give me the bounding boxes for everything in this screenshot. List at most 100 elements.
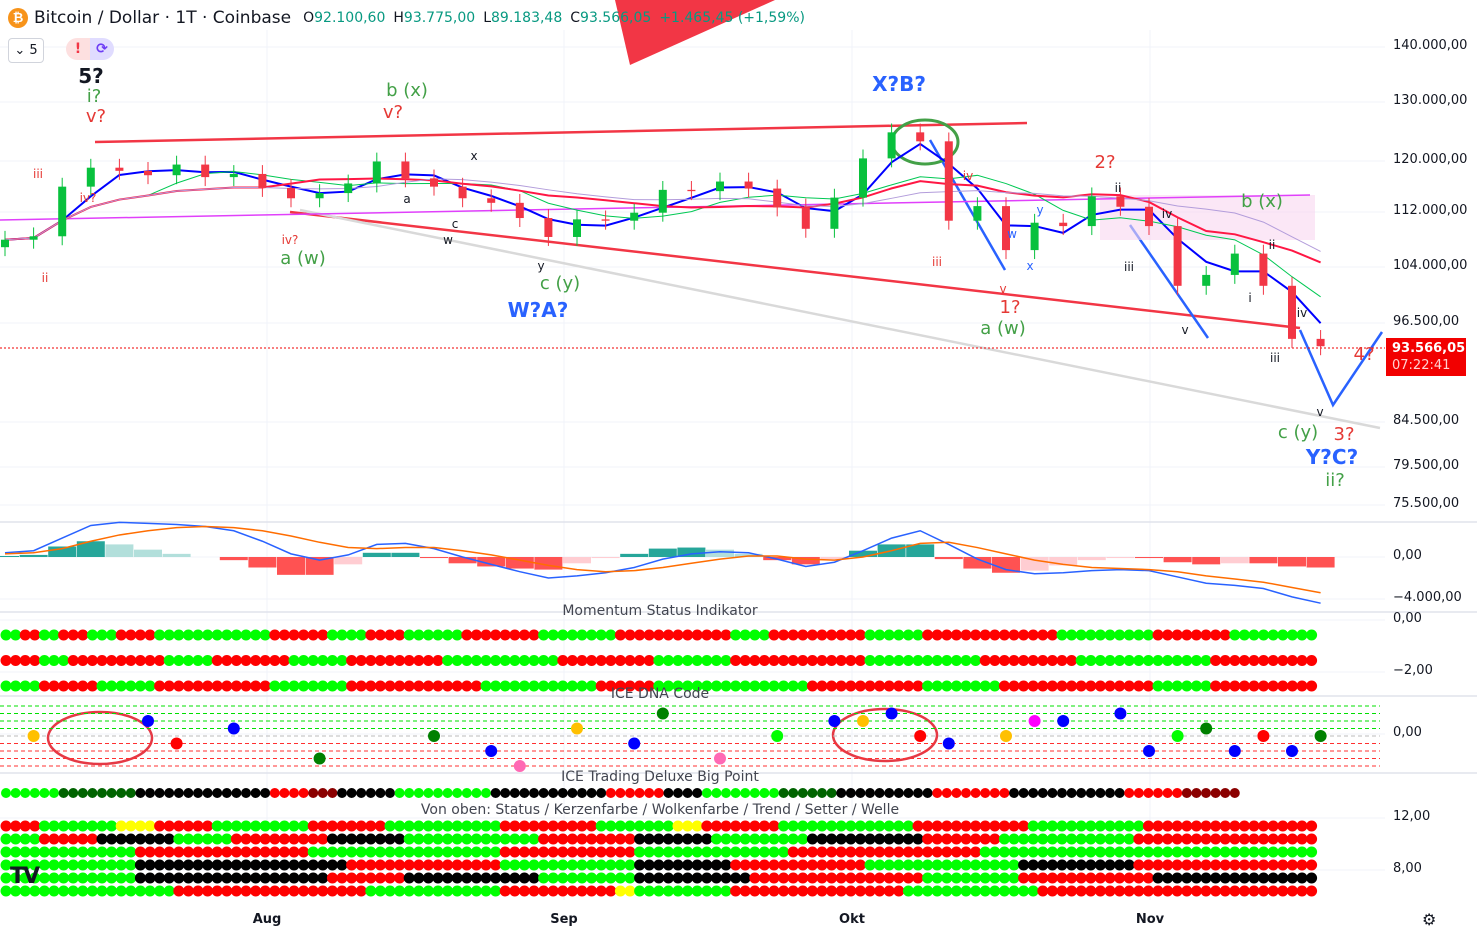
status-dot <box>826 833 838 845</box>
status-dot <box>499 872 511 884</box>
status-dot <box>701 872 713 884</box>
status-dot <box>1027 833 1039 845</box>
status-dot <box>48 846 60 858</box>
status-dot <box>902 846 914 858</box>
status-dot <box>624 859 636 871</box>
status-dot <box>192 872 204 884</box>
gear-icon[interactable]: ⚙ <box>1422 910 1437 929</box>
candle <box>1145 206 1153 227</box>
status-dot <box>48 885 60 897</box>
status-dot <box>1114 846 1126 858</box>
status-dot <box>106 820 118 832</box>
status-dot <box>538 820 550 832</box>
collapse-indicators-button[interactable]: ⌄ 5 <box>8 38 44 63</box>
status-dot <box>278 872 290 884</box>
candle <box>172 164 181 176</box>
momentum-dot <box>691 680 703 692</box>
bigpoint-dot <box>903 788 914 798</box>
status-dot <box>883 833 895 845</box>
status-dot <box>154 833 166 845</box>
dna-dot <box>485 745 498 757</box>
symbol-header[interactable]: ₿ Bitcoin / Dollar · 1T · Coinbase O92.1… <box>8 8 805 28</box>
status-dot <box>806 872 818 884</box>
status-dot <box>307 820 319 832</box>
status-dot <box>461 833 473 845</box>
status-dot <box>1229 859 1241 871</box>
macd-histogram-bar <box>448 557 477 564</box>
momentum-dot <box>384 629 396 641</box>
momentum-dot <box>797 655 809 666</box>
momentum-dot <box>1008 629 1020 641</box>
status-dot <box>979 859 991 871</box>
status-dot <box>730 885 742 897</box>
status-dot <box>1200 820 1212 832</box>
bigpoint-dot <box>874 788 885 798</box>
status-dot <box>490 846 502 858</box>
momentum-dot <box>557 680 569 692</box>
status-dot <box>662 846 674 858</box>
status-dot <box>1171 872 1183 884</box>
wave-label: iii <box>1269 351 1281 365</box>
status-dot <box>1190 846 1202 858</box>
status-dot <box>384 846 396 858</box>
status-dot <box>221 859 233 871</box>
status-dot <box>970 820 982 832</box>
wave-label: i? <box>86 86 102 107</box>
momentum-dot <box>989 655 1001 666</box>
bigpoint-dot <box>845 788 856 798</box>
status-dot <box>979 820 991 832</box>
status-dot <box>701 885 713 897</box>
momentum-dot <box>461 629 473 641</box>
status-dot <box>394 872 406 884</box>
bigpoint-dot <box>509 788 520 798</box>
momentum-dot <box>1277 629 1289 641</box>
candle <box>859 158 867 198</box>
status-dot <box>470 885 482 897</box>
status-dot <box>1306 885 1318 897</box>
status-dot <box>163 820 175 832</box>
status-dot <box>346 885 358 897</box>
macd-histogram-bar <box>76 541 105 557</box>
dna-dot <box>1286 745 1298 757</box>
status-dot <box>931 846 943 858</box>
tradingview-logo[interactable]: TV <box>10 864 40 889</box>
momentum-dot <box>0 680 12 692</box>
status-dot <box>874 885 886 897</box>
status-dot <box>758 820 770 832</box>
status-dot <box>96 833 108 845</box>
status-dot <box>125 820 137 832</box>
status-dot <box>29 846 41 858</box>
status-dot <box>1008 859 1020 871</box>
sync-icon[interactable]: ⟳ <box>90 38 114 60</box>
status-dot <box>1286 833 1298 845</box>
momentum-dot <box>221 629 233 641</box>
status-dot <box>950 833 962 845</box>
status-dot <box>480 846 492 858</box>
momentum-dot <box>432 655 444 666</box>
status-dot <box>1075 820 1087 832</box>
status-dot <box>826 846 838 858</box>
macd-histogram-bar <box>677 547 706 557</box>
status-dot <box>1190 859 1202 871</box>
status-dot <box>701 859 713 871</box>
momentum-dot <box>250 655 262 666</box>
momentum-dot <box>58 680 70 692</box>
momentum-dot <box>1171 655 1183 666</box>
bigpoint-dot <box>106 788 117 798</box>
momentum-dot <box>480 655 492 666</box>
momentum-dot <box>662 680 674 692</box>
macd-axis-label: 0,00 <box>1393 548 1422 563</box>
momentum-dot <box>912 629 924 641</box>
high-value: 93.775,00 <box>403 10 476 26</box>
status-dot <box>1258 820 1270 832</box>
alert-icon[interactable]: ! <box>66 38 90 60</box>
status-dot <box>154 885 166 897</box>
macd-histogram-bar <box>1077 557 1106 561</box>
status-dot <box>1210 859 1222 871</box>
status-dot <box>557 846 569 858</box>
momentum-dot <box>586 629 598 641</box>
status-dot <box>346 846 358 858</box>
status-dot <box>845 833 857 845</box>
status-dot <box>941 872 953 884</box>
